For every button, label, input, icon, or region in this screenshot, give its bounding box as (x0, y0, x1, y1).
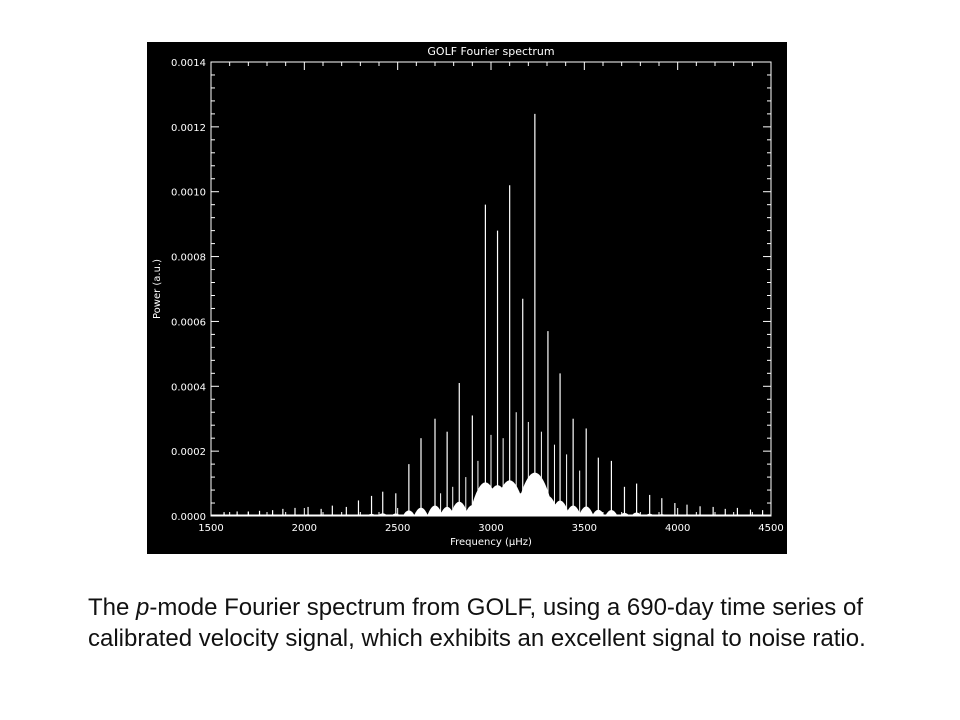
spectrum-peak (720, 508, 730, 516)
spectrum-peak (605, 460, 618, 516)
spectrum-peak (449, 383, 469, 516)
spectrum-peak (695, 506, 705, 516)
spectrum-peak (427, 418, 443, 516)
axis-layer: 1500 2000 2500 3000 3500 4000 4500 0.0000 0.0002… (171, 58, 784, 534)
spectrum-peak (565, 418, 581, 516)
spectrum-peak (631, 483, 642, 516)
spectrum-peak (482, 230, 513, 516)
spectrum-peak (366, 495, 377, 516)
spectrum-peak (670, 503, 680, 516)
y-tick-label: 0.0012 (171, 123, 206, 134)
spectrum-peak (278, 508, 288, 516)
y-tick-label: 0.0004 (171, 382, 206, 393)
spectrum-peak (353, 500, 364, 516)
spectrum-peak (682, 504, 692, 516)
spectrum-peak (413, 438, 429, 516)
spectrum-peak (290, 507, 300, 516)
chart-panel: 1500 2000 2500 3000 3500 4000 4500 0.0000 0.0002… (147, 42, 787, 554)
figure-caption: The p-mode Fourier spectrum from GOLF, u… (88, 592, 888, 654)
spectrum-peak (469, 204, 502, 516)
spectrum-peak (219, 512, 229, 516)
chart-title: GOLF Fourier spectrum (427, 45, 554, 58)
y-axis-label: Power (a.u.) (152, 259, 163, 319)
x-axis-label: Frequency (μHz) (450, 537, 532, 548)
y-tick-label: 0.0002 (171, 447, 206, 458)
y-tick-label: 0.0008 (171, 253, 206, 264)
spectrum-peak (550, 373, 570, 516)
spectrum-peak (232, 511, 242, 516)
spectrum-peak (255, 510, 264, 516)
y-tick-label: 0.0014 (171, 58, 206, 69)
spectrum-layer (211, 113, 771, 516)
spectrum-peak (377, 491, 388, 516)
y-tick-label: 0.0000 (171, 512, 206, 523)
spectrum-peak (644, 494, 655, 516)
x-tick-label: 2500 (385, 523, 410, 534)
spectrum-peak (341, 506, 351, 516)
y-tick-label: 0.0010 (171, 188, 206, 199)
caption-italic-p: p (136, 594, 150, 621)
spectrum-peak (592, 457, 605, 516)
caption-text: -mode Fourier spectrum from GOLF, using … (88, 594, 866, 652)
spectrum-peak (303, 506, 313, 516)
spectrum-peak (402, 464, 415, 516)
spectrum-peak (268, 510, 277, 516)
x-tick-label: 4500 (758, 523, 783, 534)
spectrum-peak (327, 505, 337, 516)
spectrum-peak (733, 507, 742, 516)
x-tick-label: 3500 (572, 523, 597, 534)
spectrum-peak (514, 113, 555, 516)
spectrum-peak (758, 510, 767, 516)
spectrum-peak (578, 428, 594, 516)
spectrum-chart: 1500 2000 2500 3000 3500 4000 4500 0.0000 0.0002… (152, 45, 784, 548)
x-tick-label: 3000 (478, 523, 503, 534)
x-tick-label: 1500 (198, 523, 223, 534)
x-tick-label: 2000 (292, 523, 317, 534)
x-tick-label: 4000 (665, 523, 690, 534)
spectrum-peak (390, 493, 401, 516)
y-tick-label: 0.0006 (171, 317, 206, 328)
spectrum-peak (619, 486, 630, 516)
caption-prefix: The (88, 594, 137, 621)
